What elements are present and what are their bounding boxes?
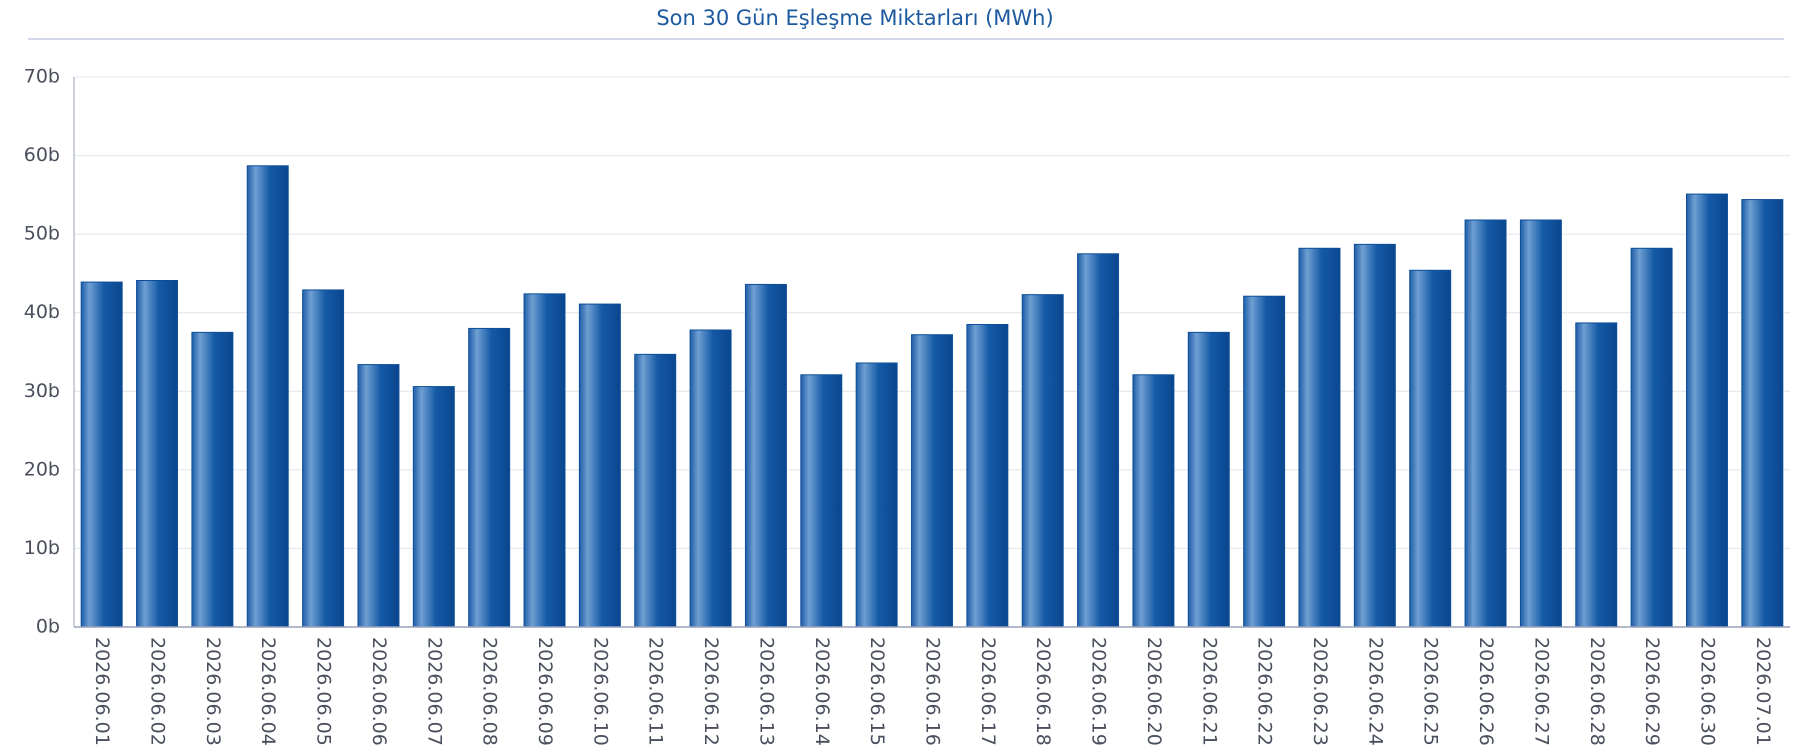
- x-tick-label: 2026.06.18: [1032, 637, 1054, 746]
- x-tick-label: 2026.06.16: [922, 637, 944, 746]
- x-tick-label: 2026.06.30: [1696, 637, 1718, 746]
- bar: [1243, 295, 1286, 628]
- x-tick-label: 2026.06.14: [811, 637, 833, 746]
- bar: [412, 386, 455, 628]
- bar: [966, 324, 1009, 628]
- x-tick-label: 2026.06.19: [1088, 637, 1110, 746]
- x-tick-label: 2026.06.11: [645, 637, 667, 746]
- x-tick-label: 2026.06.04: [257, 637, 279, 746]
- bar: [1021, 294, 1064, 628]
- bar: [1132, 374, 1175, 628]
- bar: [1298, 247, 1341, 628]
- x-tick-label: 2026.06.20: [1143, 637, 1165, 746]
- bar: [800, 374, 843, 628]
- bar: [1409, 269, 1452, 628]
- x-tick-label: 2026.06.25: [1420, 637, 1442, 746]
- x-tick-label: 2026.06.06: [368, 637, 390, 746]
- x-tick-label: 2026.06.01: [91, 637, 113, 746]
- bar: [302, 289, 345, 628]
- x-tick-label: 2026.06.13: [755, 637, 777, 746]
- y-tick-label: 30b: [24, 380, 60, 402]
- x-tick-label: 2026.06.23: [1309, 637, 1331, 746]
- bar: [523, 293, 566, 628]
- bar: [1464, 219, 1507, 628]
- x-tick-label: 2026.06.29: [1641, 637, 1663, 746]
- bar: [1575, 322, 1618, 628]
- x-tick-label: 2026.06.09: [534, 637, 556, 746]
- bar: [1187, 331, 1230, 628]
- bar: [578, 303, 621, 628]
- x-tick-label: 2026.06.05: [313, 637, 335, 746]
- bar: [1741, 199, 1784, 628]
- bar: [1353, 243, 1396, 628]
- bar: [468, 327, 511, 628]
- x-tick-label: 2026.06.21: [1198, 637, 1220, 746]
- bar: [246, 165, 289, 628]
- bar: [357, 364, 400, 628]
- x-tick-label: 2026.06.12: [700, 637, 722, 746]
- y-tick-label: 40b: [24, 301, 60, 323]
- x-tick-label: 2026.06.27: [1530, 637, 1552, 746]
- x-tick-label: 2026.06.15: [866, 637, 888, 746]
- x-tick-label: 2026.06.08: [479, 637, 501, 746]
- bar: [855, 362, 898, 628]
- y-tick-label: 60b: [24, 144, 60, 166]
- x-tick-label: 2026.06.02: [147, 637, 169, 746]
- x-tick-label: 2026.06.10: [589, 637, 611, 746]
- bar: [689, 329, 732, 628]
- x-tick-label: 2026.06.24: [1364, 637, 1386, 746]
- x-tick-label: 2026.06.17: [977, 637, 999, 746]
- bar: [911, 334, 953, 628]
- x-tick-label: 2026.06.07: [423, 637, 445, 746]
- bar: [80, 281, 123, 628]
- y-tick-label: 10b: [24, 537, 60, 559]
- chart-title: Son 30 Gün Eşleşme Miktarları (MWh): [656, 6, 1053, 30]
- x-tick-label: 2026.06.26: [1475, 637, 1497, 746]
- x-tick-label: 2026.06.22: [1254, 637, 1276, 746]
- bar: [136, 280, 179, 628]
- y-tick-label: 70b: [24, 66, 60, 88]
- bar: [634, 353, 677, 628]
- x-tick-label: 2026.06.28: [1586, 637, 1608, 746]
- bar: [744, 283, 787, 628]
- x-tick-label: 2026.06.03: [202, 637, 224, 746]
- bar: [1630, 247, 1673, 628]
- bar: [1519, 219, 1562, 628]
- y-tick-label: 20b: [24, 458, 60, 480]
- bar: [191, 331, 234, 628]
- y-tick-label: 50b: [24, 223, 60, 245]
- y-tick-label: 0b: [36, 616, 60, 638]
- bar: [1077, 253, 1120, 628]
- bar: [1685, 193, 1728, 628]
- x-tick-label: 2026.07.01: [1752, 637, 1774, 746]
